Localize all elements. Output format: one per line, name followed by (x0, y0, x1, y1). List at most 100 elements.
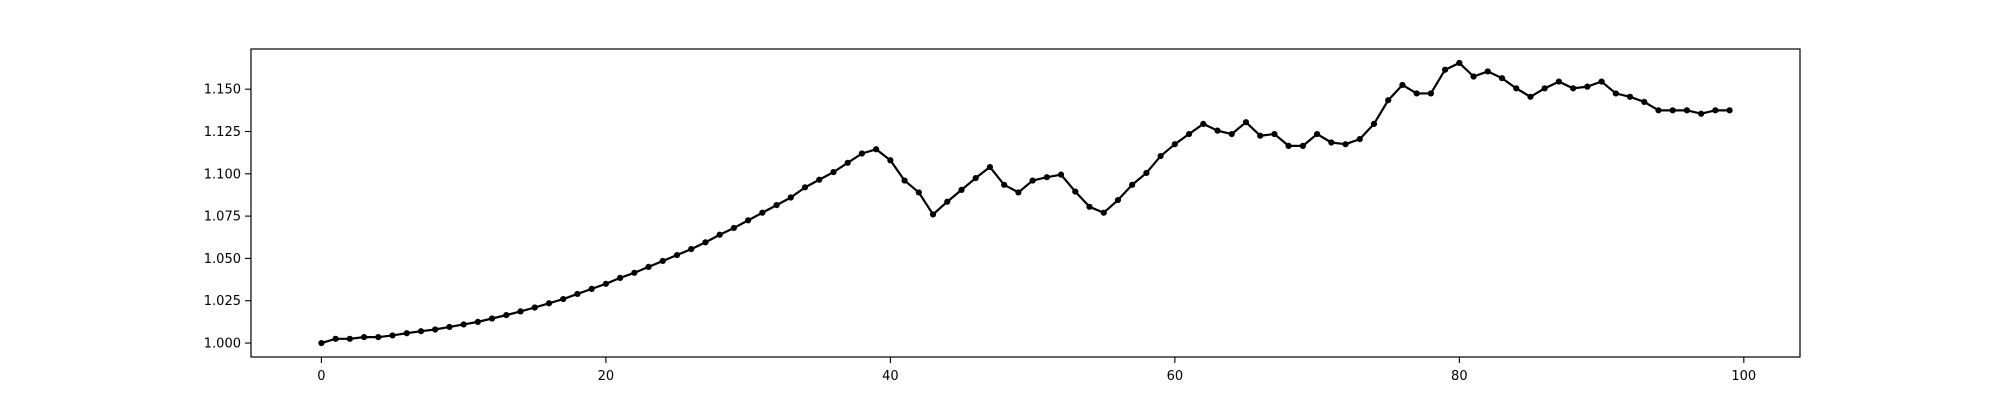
y-tick-label: 1.125 (204, 125, 241, 140)
data-point (944, 198, 951, 205)
data-point (1698, 110, 1705, 117)
data-point (574, 290, 581, 298)
data-point (1171, 141, 1178, 148)
data-point (1655, 107, 1662, 114)
data-point (688, 246, 695, 253)
data-point (1271, 130, 1278, 138)
y-tick-label: 1.075 (204, 210, 241, 225)
data-point (1726, 107, 1733, 114)
data-point (360, 334, 368, 341)
x-tick-label: 60 (1167, 369, 1184, 384)
y-tick-label: 1.050 (204, 252, 241, 267)
data-point (1626, 93, 1634, 100)
data-point (1598, 78, 1605, 85)
data-point (1143, 169, 1150, 177)
data-point (1370, 120, 1378, 127)
data-point (1100, 209, 1107, 216)
data-point (972, 174, 979, 182)
data-point (730, 224, 738, 232)
data-point (460, 321, 467, 328)
data-point (1385, 97, 1392, 104)
data-point (1242, 119, 1250, 126)
data-point (1484, 68, 1491, 75)
data-point (887, 157, 894, 164)
data-point (1555, 78, 1562, 85)
data-point (858, 150, 866, 157)
data-point (446, 323, 453, 331)
data-point (417, 328, 425, 335)
data-point (489, 315, 496, 322)
data-point (1228, 130, 1235, 138)
data-point (545, 300, 553, 307)
data-point (1285, 142, 1292, 149)
data-point (986, 163, 994, 171)
data-point (1584, 83, 1591, 90)
y-tick-label: 1.150 (204, 83, 241, 98)
data-point (631, 269, 638, 276)
data-point (1129, 181, 1136, 188)
data-point (716, 231, 723, 238)
data-point (1683, 107, 1691, 114)
data-point (403, 330, 410, 337)
y-tick-label: 1.000 (204, 337, 241, 352)
data-point (759, 209, 766, 216)
data-point (816, 176, 823, 183)
data-point (602, 280, 609, 287)
data-point (673, 251, 681, 259)
x-tick-label: 40 (882, 369, 899, 384)
data-point (1570, 85, 1577, 92)
data-point (1498, 75, 1506, 82)
data-point (1313, 130, 1321, 138)
data-point (1712, 107, 1719, 114)
data-point (588, 285, 595, 292)
y-tick-label: 1.025 (204, 294, 241, 309)
data-point (1114, 196, 1122, 204)
data-point (1356, 136, 1363, 143)
data-point (474, 318, 481, 325)
data-point (1043, 174, 1050, 181)
data-point (1470, 73, 1477, 80)
data-point (1541, 85, 1548, 92)
data-point (1641, 98, 1648, 105)
data-point (1257, 132, 1264, 139)
data-point (1057, 171, 1065, 178)
data-point (915, 189, 922, 196)
data-point (346, 335, 353, 342)
data-point (645, 263, 652, 270)
data-point (801, 184, 809, 191)
data-point (389, 332, 396, 339)
data-point (517, 308, 524, 315)
data-point (901, 177, 908, 184)
data-point (1427, 90, 1434, 97)
data-point (1185, 130, 1193, 138)
x-tick-label: 80 (1451, 369, 1468, 384)
data-point (1086, 203, 1093, 210)
data-point (787, 194, 794, 201)
data-point (958, 186, 965, 193)
x-tick-label: 100 (1731, 369, 1756, 384)
data-point (1029, 177, 1036, 184)
data-point (830, 169, 837, 176)
y-axis: 1.000 1.025 1.050 1.075 1.100 1.125 1.150 (204, 83, 251, 352)
data-point (1612, 90, 1619, 97)
data-point (844, 159, 851, 166)
plot-area-frame (250, 48, 1801, 358)
data-point (659, 257, 666, 265)
y-tick-label: 1.100 (204, 167, 241, 182)
data-point (1442, 66, 1449, 73)
data-point (1299, 142, 1306, 149)
data-point (1072, 188, 1079, 195)
data-point (1342, 141, 1349, 148)
data-point (617, 274, 624, 281)
data-point (1328, 139, 1335, 146)
data-point (1200, 120, 1207, 127)
data-point (531, 304, 538, 311)
data-point (745, 217, 752, 224)
data-point (332, 335, 339, 342)
series-line (320, 61, 1731, 345)
data-point (929, 211, 937, 218)
data-point (1413, 90, 1420, 97)
data-point (1669, 107, 1676, 114)
